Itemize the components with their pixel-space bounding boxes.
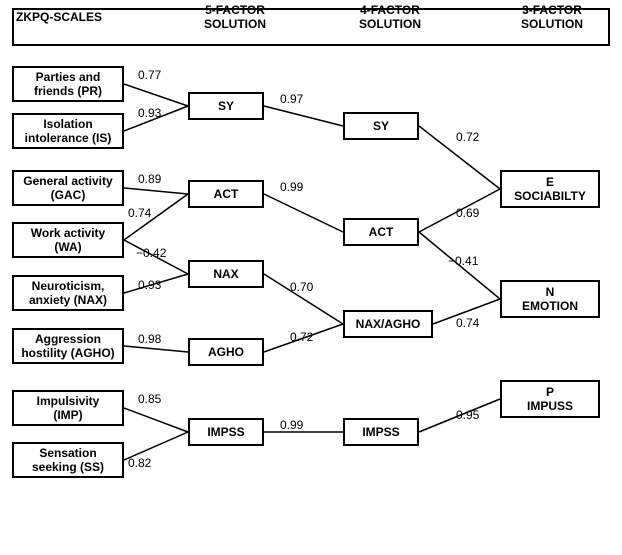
edge-label-NAX_S-NAX5: 0.93 xyxy=(138,278,161,292)
factor5-nax: NAX xyxy=(188,260,264,288)
edge-label-GAC-ACT5: 0.89 xyxy=(138,172,161,186)
factor3-p-impuss: P IMPUSS xyxy=(500,380,600,418)
edge-ACT5-ACT4 xyxy=(264,194,343,232)
scale-general-activity: General activity (GAC) xyxy=(12,170,124,206)
edge-label-IMPSS4-P3: 0.95 xyxy=(456,408,479,422)
edge-label-NAXAGHO4-N3: 0.74 xyxy=(456,316,479,330)
edge-label-SS-IMPSS5: 0.82 xyxy=(128,456,151,470)
edge-label-ACT4-N3: −0.41 xyxy=(448,254,478,268)
edge-label-AGHO5-NAXAGHO4: 0.72 xyxy=(290,330,313,344)
factor5-impss: IMPSS xyxy=(188,418,264,446)
scale-work-activity: Work activity (WA) xyxy=(12,222,124,258)
edge-label-WA-NAX5: −0.42 xyxy=(136,246,166,260)
factor5-agho: AGHO xyxy=(188,338,264,366)
factor4-nax-agho: NAX/AGHO xyxy=(343,310,433,338)
edge-label-WA-ACT5: 0.74 xyxy=(128,206,151,220)
edge-label-AGHO_S-AGHO5: 0.98 xyxy=(138,332,161,346)
factor4-act: ACT xyxy=(343,218,419,246)
edge-label-IS-SY5: 0.93 xyxy=(138,106,161,120)
edge-label-SY4-E3: 0.72 xyxy=(456,130,479,144)
factor5-act: ACT xyxy=(188,180,264,208)
edge-label-IMP-IMPSS5: 0.85 xyxy=(138,392,161,406)
scale-isolation-intolerance: Isolation intolerance (IS) xyxy=(12,113,124,149)
edge-IMP-IMPSS5 xyxy=(124,408,188,432)
edge-label-ACT5-ACT4: 0.99 xyxy=(280,180,303,194)
scale-aggression-hostility: Aggression hostility (AGHO) xyxy=(12,328,124,364)
factor4-impss: IMPSS xyxy=(343,418,419,446)
factor3-n-emotion: N EMOTION xyxy=(500,280,600,318)
factor5-sy: SY xyxy=(188,92,264,120)
edge-SY5-SY4 xyxy=(264,106,343,126)
edge-label-IMPSS5-IMPSS4: 0.99 xyxy=(280,418,303,432)
header-col-3factor: 3-FACTOR SOLUTION xyxy=(497,0,607,34)
edge-label-NAX5-NAXAGHO4: 0.70 xyxy=(290,280,313,294)
edge-label-ACT4-E3: 0.69 xyxy=(456,206,479,220)
scale-neuroticism-anxiety: Neuroticism, anxiety (NAX) xyxy=(12,275,124,311)
edge-label-SY5-SY4: 0.97 xyxy=(280,92,303,106)
header-col-zkpq: ZKPQ-SCALES xyxy=(14,0,146,34)
header-col-5factor: 5-FACTOR SOLUTION xyxy=(185,0,285,34)
scale-parties-friends: Parties and friends (PR) xyxy=(12,66,124,102)
factor4-sy: SY xyxy=(343,112,419,140)
edge-PR-SY5 xyxy=(124,84,188,106)
edge-GAC-ACT5 xyxy=(124,188,188,194)
factor3-e-sociability: E SOCIABILTY xyxy=(500,170,600,208)
header-col-4factor: 4-FACTOR SOLUTION xyxy=(340,0,440,34)
scale-impulsivity: Impulsivity (IMP) xyxy=(12,390,124,426)
scale-sensation-seeking: Sensation seeking (SS) xyxy=(12,442,124,478)
edge-label-PR-SY5: 0.77 xyxy=(138,68,161,82)
edge-AGHO_S-AGHO5 xyxy=(124,346,188,352)
